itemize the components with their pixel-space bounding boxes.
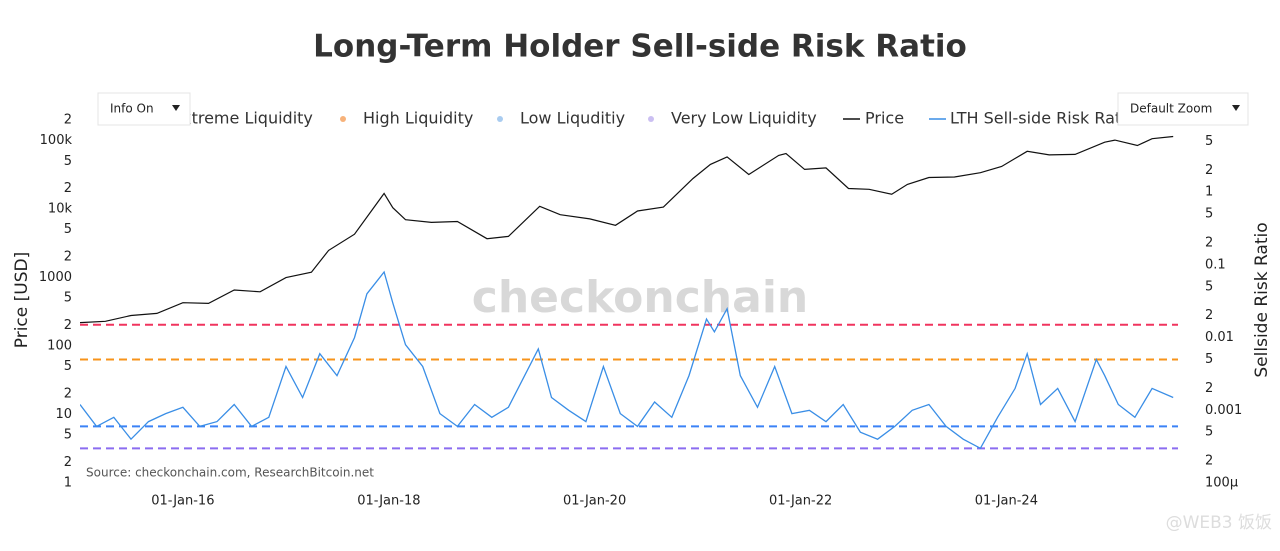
series-line	[80, 270, 1174, 450]
y2-axis-title: Sellside Risk Ratio	[1252, 222, 1272, 377]
watermark: checkonchain	[472, 272, 808, 323]
y-tick-label: 2	[64, 318, 72, 333]
y2-tick-label: 5	[1205, 425, 1213, 440]
y-tick-label: 5	[64, 291, 72, 306]
y-tick-label: 1	[64, 476, 72, 491]
source: Source: checkonchain.com, ResearchBitcoi…	[86, 466, 374, 480]
y-tick-label: 2	[64, 181, 72, 196]
legend-label[interactable]: LTH Sell-side Risk Ratio	[950, 109, 1135, 128]
y-tick-label: 10k	[48, 202, 73, 217]
y-tick-label: 100	[47, 339, 72, 354]
y2-tick-label: 100μ	[1205, 476, 1238, 491]
y2-tick-label: 0.1	[1205, 257, 1226, 272]
x-tick-label: 01-Jan-18	[357, 494, 420, 509]
button-label[interactable]: Info On	[110, 102, 154, 116]
y-tick-label: 2	[64, 113, 72, 128]
button-label[interactable]: Default Zoom	[1130, 102, 1212, 116]
y-tick-label: 2	[64, 249, 72, 264]
y-tick-label: 5	[64, 359, 72, 374]
dropdown-arrow	[172, 105, 180, 111]
y-tick-label: 10	[55, 407, 72, 422]
info-button[interactable]: Info On	[97, 92, 191, 126]
y2-tick-label: 2	[1205, 163, 1213, 178]
legend-marker	[648, 116, 654, 122]
y-tick-label: 5	[64, 222, 72, 237]
corner-watermark: @WEB3 饭饭	[1166, 513, 1272, 533]
y2-tick-label: 2	[1205, 454, 1213, 469]
y-tick-label: 2	[64, 386, 72, 401]
button-box[interactable]	[1117, 92, 1249, 126]
y2-tick-label: 0.001	[1205, 403, 1242, 418]
legend-label[interactable]: Price	[865, 109, 904, 128]
x-tick-label: 01-Jan-24	[975, 494, 1038, 509]
x-tick-label: 01-Jan-16	[151, 494, 214, 509]
y-tick-label: 5	[64, 154, 72, 169]
x-tick-label: 01-Jan-20	[563, 494, 626, 509]
dropdown-arrow	[1232, 105, 1240, 111]
y2-tick-label: 2	[1205, 236, 1213, 251]
legend-label[interactable]: Low Liquditiy	[520, 109, 625, 128]
y2-tick-label: 1	[1205, 185, 1213, 200]
legend: Extreme Liquidity High Liquidity Low Liqud…	[167, 109, 1135, 128]
legend-marker	[497, 116, 503, 122]
y-tick-label: 2	[64, 455, 72, 470]
x-tick-label: 01-Jan-22	[769, 494, 832, 509]
legend-label[interactable]: Very Low Liquidity	[671, 109, 817, 128]
series-line	[80, 135, 1174, 324]
y-tick-label: 5	[64, 428, 72, 443]
y-tick-label: 1000	[39, 270, 72, 285]
y-tick-label: 100k	[40, 133, 73, 148]
y2-tick-label: 0.01	[1205, 330, 1234, 345]
zoom-button[interactable]: Default Zoom	[1117, 92, 1249, 126]
legend-label[interactable]: Extreme Liquidity	[172, 109, 313, 128]
y2-tick-label: 5	[1205, 352, 1213, 367]
legend-label[interactable]: High Liquidity	[363, 109, 473, 128]
y2-tick-label: 2	[1205, 308, 1213, 323]
chart-title: Long-Term Holder Sell-side Risk Ratio	[313, 29, 967, 65]
y2-tick-label: 2	[1205, 381, 1213, 396]
y-axis-title: Price [USD]	[12, 252, 32, 348]
y2-tick-label: 5	[1205, 134, 1213, 149]
legend-marker	[340, 116, 346, 122]
y2-tick-label: 5	[1205, 279, 1213, 294]
y2-tick-label: 5	[1205, 207, 1213, 222]
